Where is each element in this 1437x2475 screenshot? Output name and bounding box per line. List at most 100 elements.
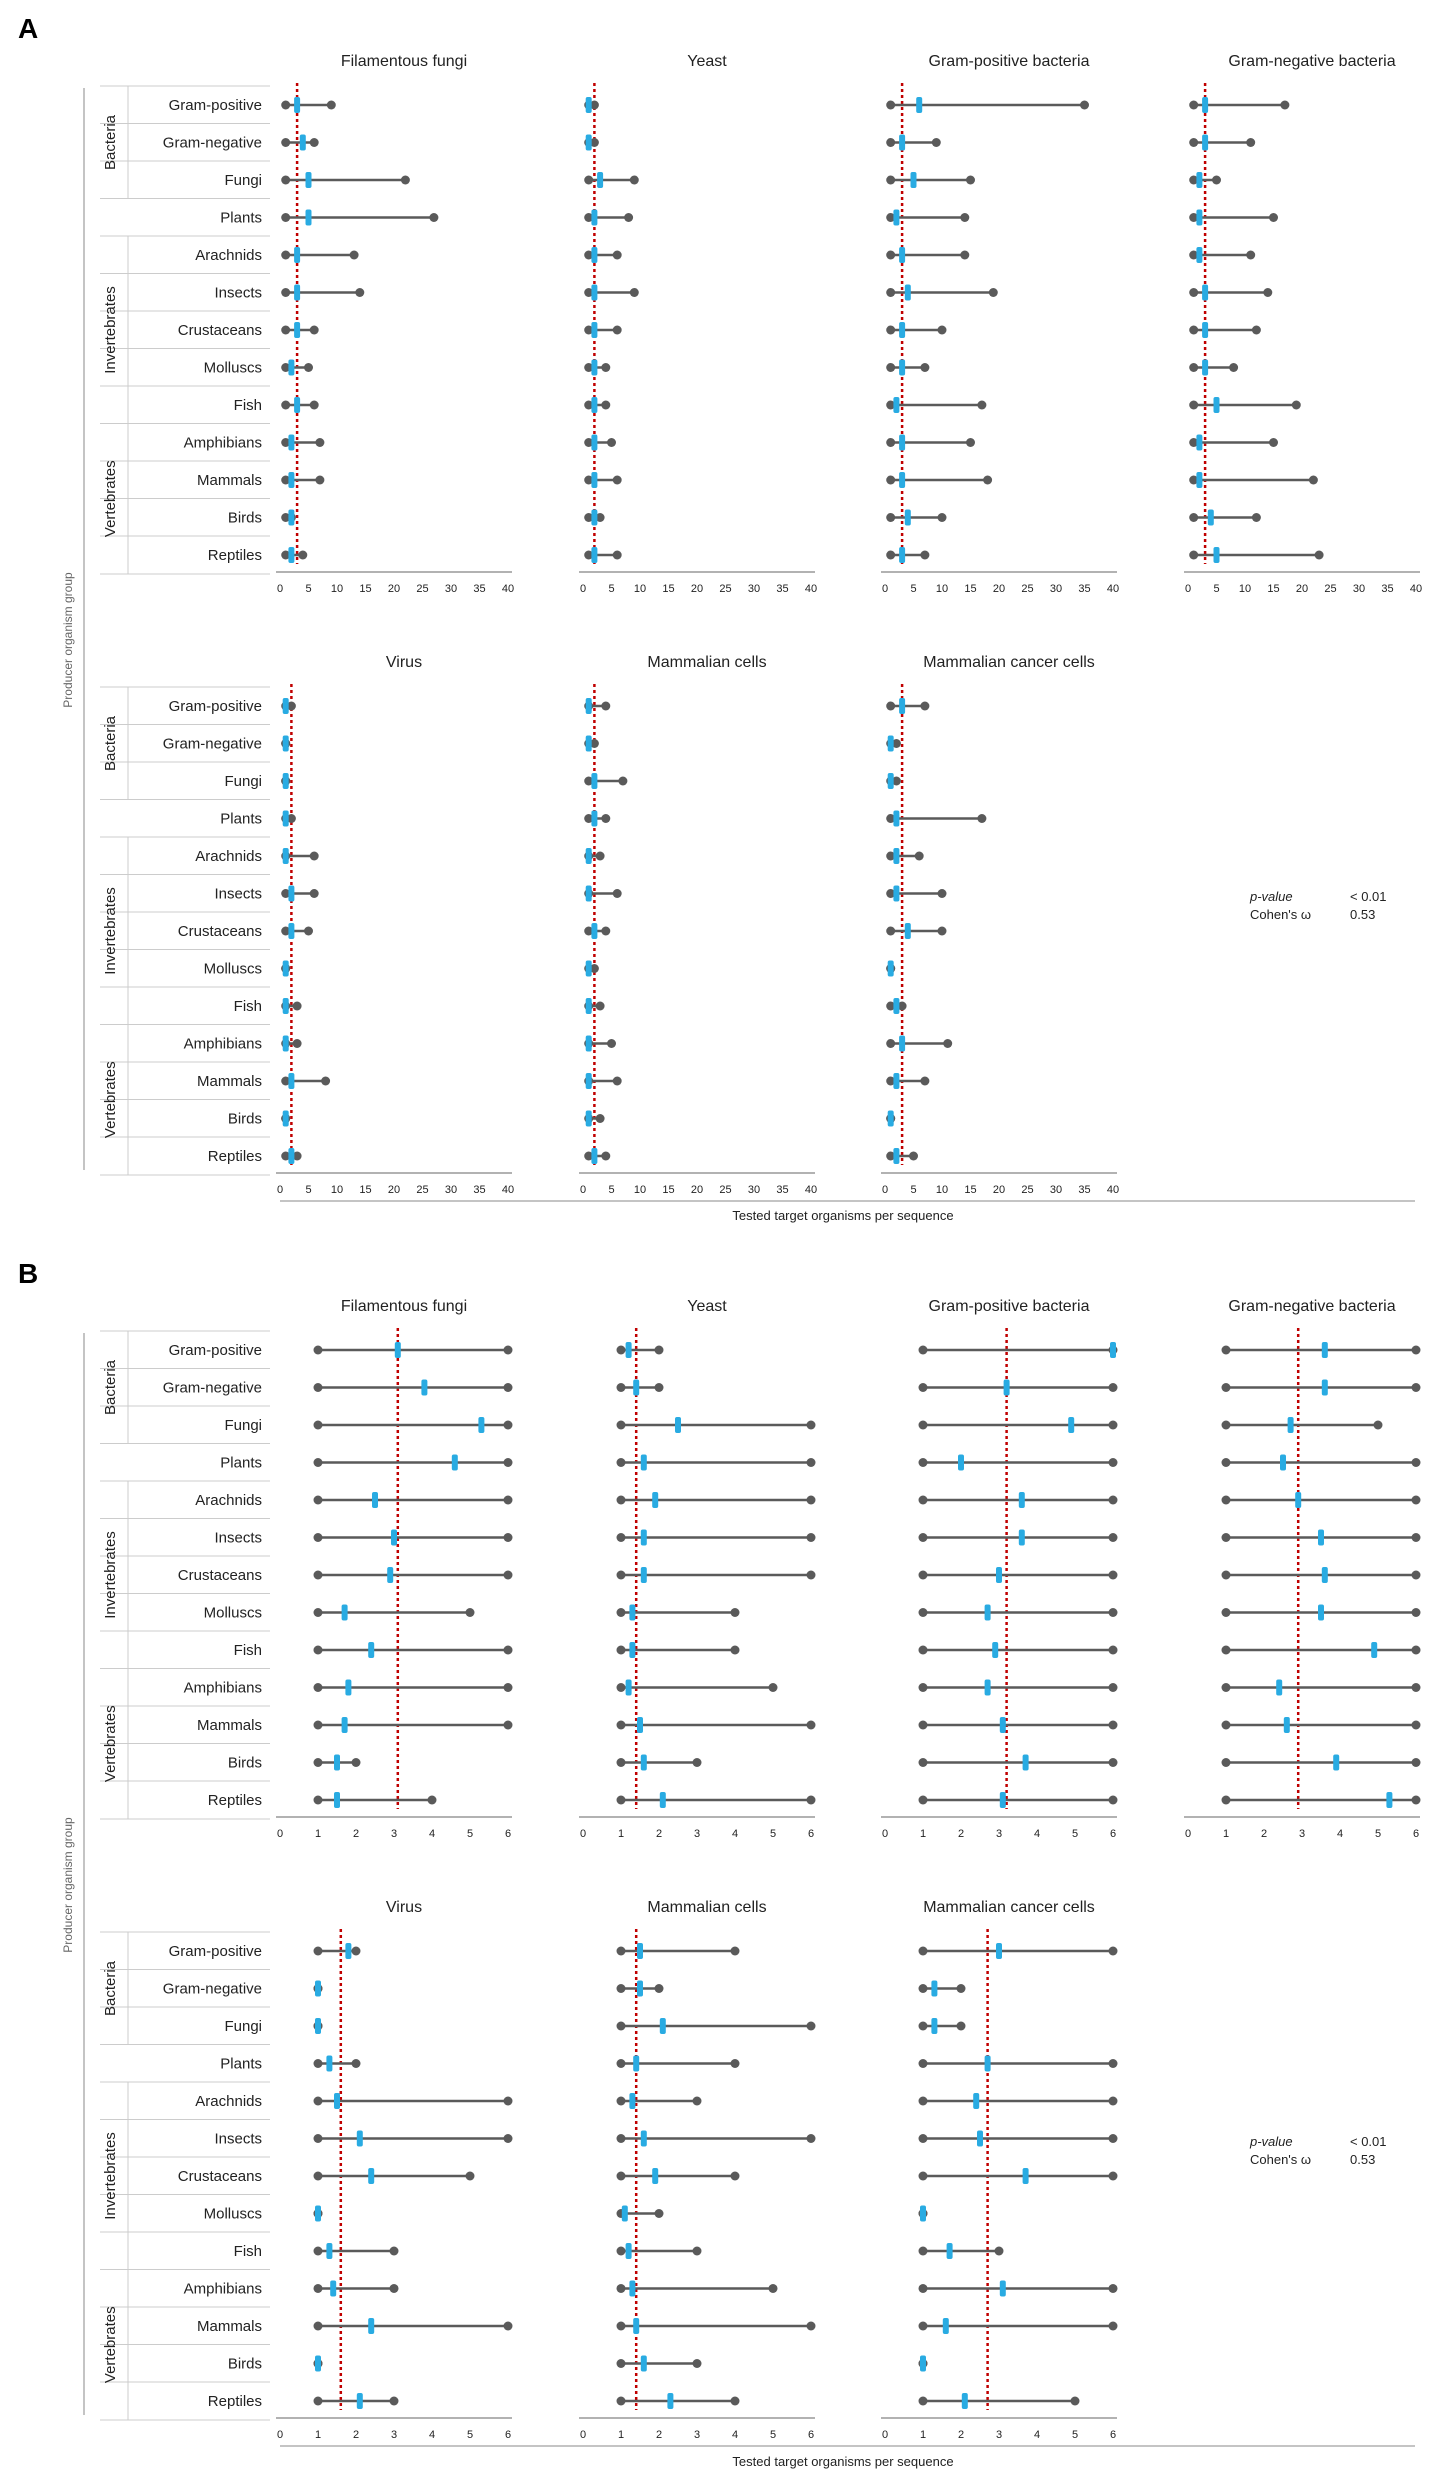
max-point: [351, 1758, 361, 1767]
median-mark: [992, 1642, 999, 1658]
median-mark: [345, 1943, 352, 1959]
min-point: [918, 1795, 928, 1805]
median-mark: [591, 359, 598, 376]
min-point: [918, 2284, 928, 2293]
min-point: [1189, 363, 1199, 372]
row-label: Fungi: [224, 2018, 262, 2035]
max-point: [309, 851, 319, 861]
median-mark: [910, 172, 917, 188]
median-mark: [893, 397, 900, 413]
max-point: [601, 926, 611, 936]
min-point: [886, 550, 896, 560]
x-tick-label: 20: [388, 583, 400, 595]
max-point: [977, 814, 987, 823]
max-point: [427, 1795, 437, 1805]
min-point: [1221, 1608, 1231, 1617]
median-mark: [946, 2243, 953, 2259]
row-label: Amphibians: [184, 1680, 262, 1697]
min-point: [918, 1420, 928, 1430]
min-point: [616, 2021, 626, 2031]
min-point: [313, 1683, 323, 1692]
median-mark: [1321, 1342, 1328, 1358]
median-mark: [640, 1529, 647, 1546]
max-point: [629, 175, 639, 185]
median-mark: [1283, 1717, 1290, 1733]
max-point: [806, 1495, 816, 1505]
median-mark: [1276, 1679, 1283, 1696]
x-tick-label: 25: [1021, 583, 1033, 595]
p-value-label: p-value: [1249, 2134, 1293, 2149]
median-mark: [294, 97, 301, 113]
median-mark: [288, 547, 295, 563]
row-label: Gram-negative: [163, 736, 262, 753]
row-label: Plants: [220, 2056, 262, 2073]
min-point: [886, 701, 896, 711]
median-mark: [326, 2055, 333, 2072]
median-mark: [899, 698, 906, 714]
x-tick-label: 6: [505, 1828, 511, 1840]
max-point: [1108, 1758, 1118, 1767]
max-point: [931, 138, 941, 147]
row-label: Plants: [220, 811, 262, 828]
row-label: Birds: [228, 1755, 262, 1772]
median-mark: [282, 698, 289, 714]
group-label: Bacteria: [102, 1359, 119, 1415]
max-point: [654, 2209, 664, 2218]
row-label: Arachnids: [195, 247, 262, 264]
row-label: Gram-positive: [169, 97, 262, 114]
median-mark: [326, 2243, 333, 2259]
median-mark: [633, 2318, 640, 2334]
max-point: [1108, 2059, 1118, 2068]
max-point: [768, 1683, 778, 1692]
panel-title: Filamentous fungi: [341, 53, 467, 70]
max-point: [595, 851, 605, 861]
median-mark: [282, 848, 289, 864]
group-label: Invertebrates: [102, 286, 119, 374]
row-label: Birds: [228, 2356, 262, 2373]
max-point: [806, 2134, 816, 2143]
min-point: [886, 889, 896, 898]
min-point: [1189, 325, 1199, 335]
max-point: [503, 2096, 513, 2106]
min-point: [584, 814, 594, 823]
x-tick-label: 25: [1324, 583, 1336, 595]
max-point: [315, 438, 325, 447]
max-point: [624, 213, 634, 222]
x-tick-label: 10: [331, 1184, 343, 1196]
median-mark: [334, 2093, 340, 2109]
max-point: [351, 1946, 361, 1956]
min-point: [616, 1458, 626, 1467]
x-tick-label: 4: [1034, 1828, 1040, 1840]
x-tick-label: 3: [694, 2429, 700, 2441]
max-point: [465, 1608, 475, 1617]
median-mark: [1202, 359, 1209, 376]
median-mark: [330, 2280, 337, 2297]
x-tick-label: 3: [996, 2429, 1002, 2441]
min-point: [616, 1758, 626, 1767]
max-point: [956, 1984, 966, 1993]
median-mark: [977, 2130, 983, 2147]
max-point: [1108, 1683, 1118, 1692]
median-mark: [887, 735, 894, 752]
max-point: [994, 2246, 1004, 2256]
median-mark: [621, 2205, 628, 2222]
cohens-w-value: 0.53: [1350, 907, 1375, 922]
row-label: Birds: [228, 1111, 262, 1128]
cohens-w-label: Cohen's ω: [1250, 907, 1311, 922]
x-tick-label: 15: [359, 1184, 371, 1196]
median-mark: [996, 1943, 1002, 1959]
x-tick-label: 25: [719, 583, 731, 595]
median-mark: [667, 2393, 674, 2409]
max-point: [400, 175, 410, 185]
max-point: [1108, 2134, 1118, 2143]
min-point: [313, 1383, 323, 1392]
min-point: [918, 2059, 928, 2068]
max-point: [806, 1420, 816, 1430]
row-label: Molluscs: [204, 961, 262, 978]
x-tick-label: 5: [608, 1184, 614, 1196]
max-point: [589, 100, 599, 110]
max-point: [1291, 400, 1301, 410]
median-mark: [652, 2168, 659, 2184]
median-mark: [341, 1604, 348, 1621]
min-point: [616, 2321, 626, 2331]
